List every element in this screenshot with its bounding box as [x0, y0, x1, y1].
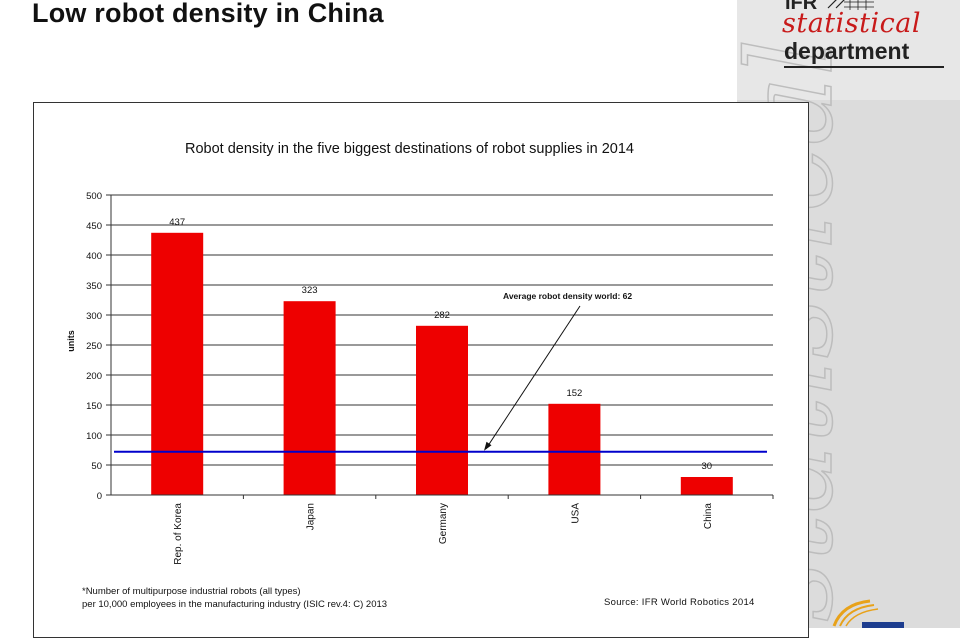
annotation-arrow-head [484, 441, 492, 451]
chart-footnote: *Number of multipurpose industrial robot… [82, 585, 387, 611]
y-tick-label-50: 50 [91, 461, 102, 472]
annotation-arrow-line [485, 305, 581, 450]
data-label-3: 152 [566, 388, 582, 399]
y-axis-label: units [66, 330, 76, 352]
bar-0 [151, 232, 204, 496]
y-tick-label-100: 100 [86, 431, 102, 442]
bar-3 [548, 403, 601, 495]
data-label-0: 437 [169, 217, 185, 228]
y-tick-label-450: 450 [86, 221, 102, 232]
logo-department-text: department [784, 38, 910, 64]
corner-swoosh-icon [832, 599, 904, 628]
x-tick-label-1: Japan [306, 503, 317, 530]
bar-1 [283, 301, 336, 495]
robot-density-chart: Robot density in the five biggest destin… [66, 141, 774, 565]
y-tick-label-400: 400 [86, 251, 102, 262]
y-tick-label-350: 350 [86, 281, 102, 292]
y-tick-label-0: 0 [97, 491, 102, 502]
logo-underline [784, 66, 944, 68]
footnote-line-1: *Number of multipurpose industrial robot… [82, 586, 301, 597]
average-annotation: Average robot density world: 62 [503, 291, 632, 301]
logo-ifr-text: IFR [785, 0, 818, 14]
y-tick-label-200: 200 [86, 371, 102, 382]
x-tick-label-2: Germany [438, 503, 449, 544]
y-tick-label-500: 500 [86, 191, 102, 202]
x-tick-label-0: Rep. of Korea [173, 503, 184, 565]
right-band-header [737, 0, 960, 100]
data-label-2: 282 [434, 310, 450, 321]
bar-4 [680, 477, 733, 495]
x-tick-label-4: China [703, 503, 714, 530]
ifr-statistical-department-logo: IFR statistical department [782, 0, 952, 72]
chart-source: Source: IFR World Robotics 2014 [604, 597, 755, 608]
y-tick-label-300: 300 [86, 311, 102, 322]
chart-title: Robot density in the five biggest destin… [185, 141, 634, 157]
data-label-1: 323 [302, 285, 318, 296]
x-tick-label-3: USA [570, 503, 581, 524]
footnote-line-2: per 10,000 employees in the manufacturin… [82, 599, 388, 610]
logo-grid-icon [827, 0, 874, 10]
y-tick-label-250: 250 [86, 341, 102, 352]
chart-frame: Robot density in the five biggest destin… [33, 102, 809, 638]
bar-2 [416, 325, 468, 495]
y-tick-label-150: 150 [86, 401, 102, 412]
data-label-4: 30 [702, 461, 713, 472]
logo-statistical-text: statistical [782, 8, 921, 39]
page-title: Low robot density in China [32, 0, 384, 28]
